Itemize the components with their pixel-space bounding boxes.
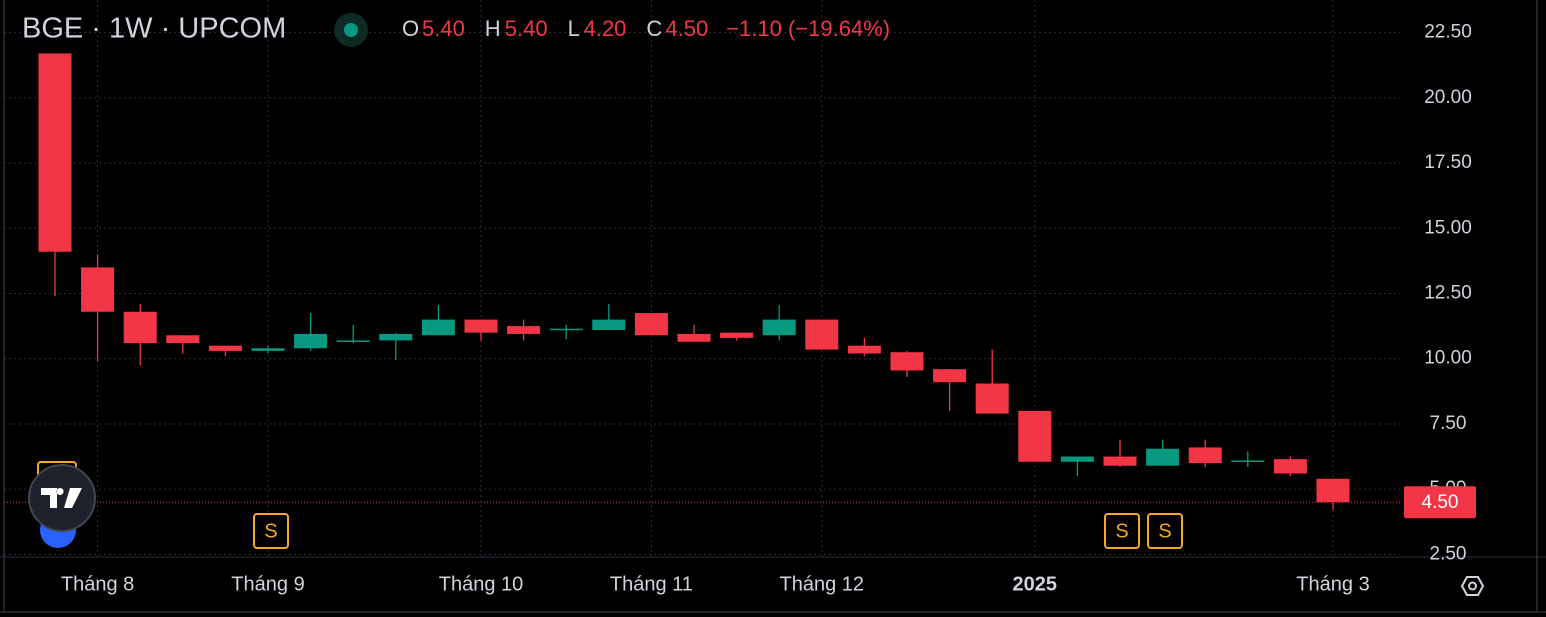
x-tick-label: Tháng 3 <box>1296 573 1369 595</box>
symbol-title: BGE · 1W · UPCOM <box>22 13 286 45</box>
candle-body <box>634 313 668 336</box>
y-tick-label: 20.00 <box>1424 87 1472 108</box>
status-dot <box>344 23 358 37</box>
ohlc-value: 5.40 <box>505 16 548 41</box>
y-tick-label: 2.50 <box>1430 543 1467 564</box>
candle-body <box>720 332 754 338</box>
x-tick-label: Tháng 8 <box>61 573 134 595</box>
candle-body <box>975 383 1009 414</box>
x-tick-label: Tháng 12 <box>780 573 865 595</box>
ohlc-legend: O 5.40 H 5.40 L 4.20 C 4.50 −1.10 (−19.64%) <box>402 16 890 41</box>
change: −1.10 (−19.64%) <box>726 16 890 41</box>
candle-body <box>1146 448 1180 466</box>
ohlc-value: 4.50 <box>665 16 708 41</box>
x-tick-label: Tháng 9 <box>231 573 304 595</box>
last-price-label: 4.50 <box>1422 492 1459 513</box>
event-label: S <box>264 520 277 542</box>
candle-body <box>294 333 328 349</box>
candle-body <box>549 328 583 331</box>
candle-body <box>81 267 115 312</box>
candle-body <box>208 345 242 351</box>
candle-body <box>251 348 285 351</box>
candle-body <box>847 345 881 354</box>
candle-body <box>123 311 157 344</box>
candle-body <box>421 319 455 336</box>
candle-body <box>933 369 967 383</box>
x-tick-label: Tháng 10 <box>439 573 524 595</box>
event-marker: S <box>1147 513 1183 549</box>
ohlc-value: 5.40 <box>422 16 465 41</box>
candle-body <box>677 333 711 342</box>
y-tick-label: 15.00 <box>1424 217 1472 238</box>
plot <box>4 53 1400 511</box>
candle-body <box>1316 478 1350 503</box>
candle-body <box>762 319 796 336</box>
candle-body <box>38 53 72 252</box>
ohlc-key: H <box>485 16 501 41</box>
candle-body <box>166 335 200 344</box>
candle-body <box>1018 410 1052 462</box>
logo[interactable] <box>28 464 96 532</box>
x-tick-label: Tháng 11 <box>610 573 693 595</box>
candle-body <box>507 326 541 334</box>
ohlc-key: C <box>646 16 662 41</box>
candle-body <box>1103 456 1137 466</box>
ohlc-value: 4.20 <box>584 16 627 41</box>
event-marker: S <box>253 513 289 549</box>
event-label: S <box>1115 520 1128 542</box>
ohlc-key: O <box>402 16 419 41</box>
axes: 2.505.007.5010.0012.5015.0017.5020.0022.… <box>61 22 1476 595</box>
candle-body <box>464 319 498 333</box>
ohlc-key: L <box>568 16 580 41</box>
candle-body <box>1060 456 1094 462</box>
candle-body <box>1188 447 1222 464</box>
candle-body <box>379 333 413 341</box>
y-tick-label: 7.50 <box>1430 413 1467 434</box>
candle-body <box>336 340 370 342</box>
y-tick-label: 10.00 <box>1424 348 1472 369</box>
candle-body <box>805 319 839 350</box>
y-tick-label: 22.50 <box>1424 22 1472 43</box>
candle-body <box>890 352 924 371</box>
candle-body <box>1231 460 1265 462</box>
candle-body <box>592 319 626 331</box>
event-label: S <box>1158 520 1171 542</box>
candle-body <box>1273 459 1307 474</box>
event-marker: S <box>1104 513 1140 549</box>
y-tick-label: 12.50 <box>1424 283 1472 304</box>
settings-icon[interactable] <box>1460 576 1485 596</box>
x-tick-label: 2025 <box>1013 573 1058 595</box>
y-tick-label: 17.50 <box>1424 152 1472 173</box>
last-price-tag <box>1404 486 1476 519</box>
